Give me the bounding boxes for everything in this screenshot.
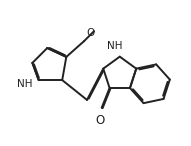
Text: O: O: [95, 114, 104, 127]
Text: O: O: [86, 28, 94, 38]
Text: NH: NH: [107, 41, 123, 51]
Text: NH: NH: [17, 79, 33, 89]
